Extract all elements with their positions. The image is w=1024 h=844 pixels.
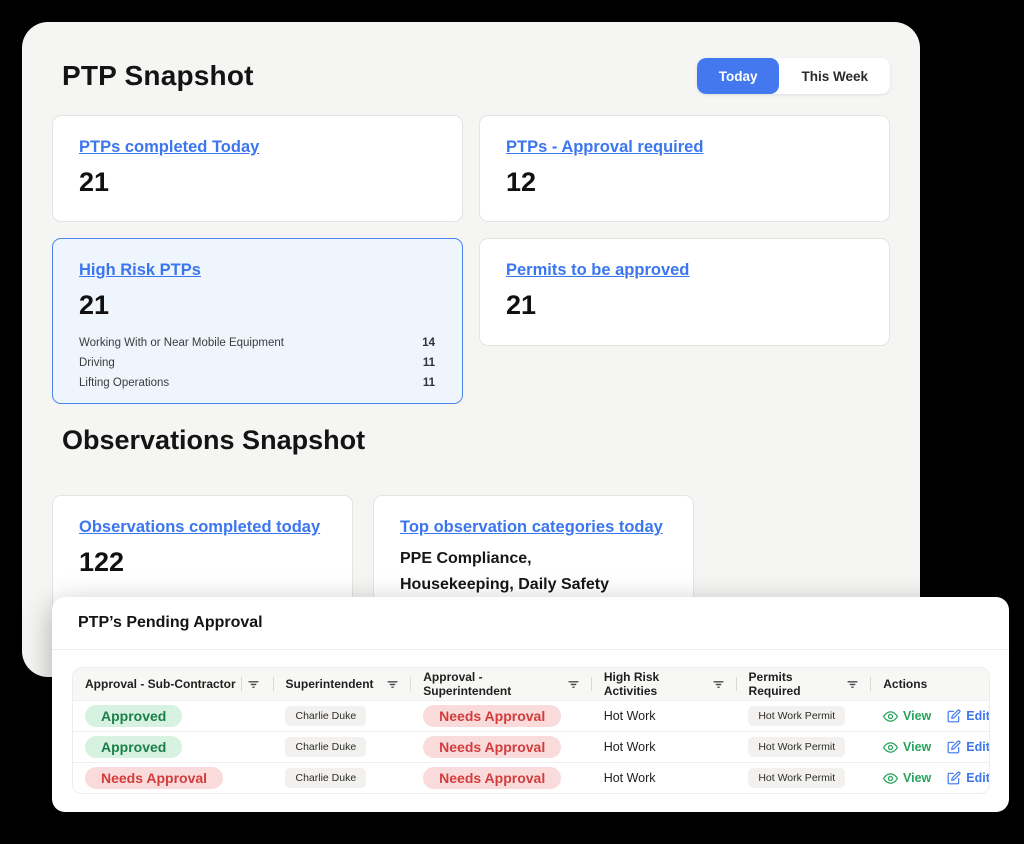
superintendent-pill: Charlie Duke (285, 737, 367, 757)
superintendent-pill: Charlie Duke (285, 768, 367, 788)
column-label: Actions (883, 677, 928, 691)
dashboard-panel: PTP Snapshot Today This Week PTPs comple… (22, 22, 920, 677)
top-categories-line-2: Housekeeping, Daily Safety (400, 576, 609, 593)
edit-label: Edit (966, 740, 990, 754)
breakdown-item-count: 14 (422, 337, 435, 349)
pending-approval-table: Approval - Sub-Contractor Superintendent… (72, 667, 990, 794)
column-header-superintendent: Superintendent (274, 668, 412, 700)
view-label: View (903, 709, 932, 723)
page-title: PTP Snapshot (62, 60, 254, 91)
permits-to-approve-value: 21 (506, 290, 537, 320)
edit-pencil-icon (947, 740, 961, 754)
filter-icon[interactable] (712, 678, 725, 691)
table-row: Approved Charlie Duke Needs Approval Hot… (73, 700, 989, 731)
breakdown-item-name: Driving (79, 357, 115, 369)
breakdown-item-name: Working With or Near Mobile Equipment (79, 337, 284, 349)
high-risk-activity-text: Hot Work (603, 771, 656, 785)
observations-section-title: Observations Snapshot (62, 425, 366, 455)
toggle-this-week-button[interactable]: This Week (779, 58, 890, 94)
ptps-completed-link[interactable]: PTPs completed Today (79, 138, 260, 156)
observations-completed-value: 122 (79, 547, 125, 577)
edit-pencil-icon (947, 709, 961, 723)
card-ptps-approval-required: PTPs - Approval required 12 (479, 115, 890, 222)
breakdown-item-name: Lifting Operations (79, 377, 170, 389)
breakdown-item: Lifting Operations 11 (79, 373, 435, 393)
column-label: Approval - Superintendent (423, 670, 512, 698)
column-label: Approval - Sub-Contractor (85, 677, 236, 691)
breakdown-item: Driving 11 (79, 353, 435, 373)
header-divider (240, 677, 242, 691)
eye-icon (883, 772, 898, 784)
top-categories-line-1: PPE Compliance, (400, 550, 532, 567)
high-risk-activity-text: Hot Work (603, 740, 656, 754)
approval-super-status-badge: Needs Approval (423, 705, 562, 727)
column-label: Permits Required (748, 670, 801, 698)
table-row: Needs Approval Charlie Duke Needs Approv… (73, 762, 989, 793)
eye-icon (883, 710, 898, 722)
approval-sub-status-badge: Approved (85, 736, 183, 758)
approval-sub-status-badge: Approved (85, 705, 183, 727)
breakdown-item-count: 11 (422, 357, 435, 369)
dashboard-header: PTP Snapshot Today This Week (62, 58, 890, 94)
superintendent-pill: Charlie Duke (285, 706, 367, 726)
approval-super-status-badge: Needs Approval (423, 767, 562, 789)
ptps-approval-required-link[interactable]: PTPs - Approval required (506, 138, 704, 156)
view-label: View (903, 771, 932, 785)
pending-approval-header: PTP’s Pending Approval (52, 597, 1009, 650)
permits-to-approve-link[interactable]: Permits to be approved (506, 261, 690, 279)
ptps-completed-value: 21 (79, 167, 110, 197)
toggle-today-button[interactable]: Today (696, 58, 780, 94)
table-header-row: Approval - Sub-Contractor Superintendent… (73, 668, 989, 700)
time-range-toggle: Today This Week (696, 58, 890, 94)
filter-icon[interactable] (567, 678, 580, 691)
top-observation-categories-text: PPE Compliance, Housekeeping, Daily Safe… (400, 546, 667, 598)
card-ptps-completed: PTPs completed Today 21 (52, 115, 463, 222)
filter-icon[interactable] (386, 678, 399, 691)
high-risk-breakdown: Working With or Near Mobile Equipment 14… (79, 333, 436, 393)
high-risk-activity-text: Hot Work (603, 709, 656, 723)
eye-icon (883, 741, 898, 753)
card-high-risk-ptps: High Risk PTPs 21 Working With or Near M… (52, 238, 463, 404)
view-label: View (903, 740, 932, 754)
view-button[interactable]: View (883, 771, 931, 786)
edit-button[interactable]: Edit (947, 709, 990, 723)
column-header-approval-sub-contractor: Approval - Sub-Contractor (73, 668, 274, 700)
permit-pill: Hot Work Permit (748, 737, 846, 757)
view-button[interactable]: View (883, 709, 931, 724)
view-button[interactable]: View (883, 740, 931, 755)
column-header-approval-superintendent: Approval - Superintendent (411, 668, 592, 700)
filter-icon[interactable] (846, 678, 859, 691)
approval-sub-status-badge: Needs Approval (85, 767, 224, 789)
approval-super-status-badge: Needs Approval (423, 736, 562, 758)
column-label: High Risk Activities (603, 670, 660, 698)
breakdown-item: Working With or Near Mobile Equipment 14 (79, 333, 435, 353)
observations-completed-link[interactable]: Observations completed today (79, 518, 321, 536)
filter-icon[interactable] (247, 678, 260, 691)
table-row: Approved Charlie Duke Needs Approval Hot… (73, 731, 989, 762)
column-header-permits-required: Permits Required (737, 668, 872, 700)
edit-label: Edit (966, 771, 990, 785)
breakdown-item-count: 11 (422, 377, 435, 389)
top-observation-categories-link[interactable]: Top observation categories today (400, 518, 663, 536)
edit-button[interactable]: Edit (947, 771, 990, 785)
edit-button[interactable]: Edit (947, 740, 990, 754)
column-label: Superintendent (285, 677, 374, 691)
high-risk-ptps-value: 21 (79, 290, 110, 320)
permit-pill: Hot Work Permit (748, 706, 846, 726)
pending-approval-panel: PTP’s Pending Approval Approval - Sub-Co… (52, 597, 1009, 812)
ptps-approval-required-value: 12 (506, 167, 537, 197)
column-header-actions: Actions (871, 668, 989, 700)
high-risk-ptps-link[interactable]: High Risk PTPs (79, 261, 201, 279)
permit-pill: Hot Work Permit (748, 768, 846, 788)
edit-pencil-icon (947, 771, 961, 785)
column-header-high-risk-activities: High Risk Activities (592, 668, 737, 700)
pending-approval-title: PTP’s Pending Approval (78, 614, 263, 631)
card-permits-to-approve: Permits to be approved 21 (479, 238, 890, 346)
ptp-cards-area: PTPs completed Today 21 PTPs - Approval … (52, 115, 890, 404)
edit-label: Edit (966, 709, 990, 723)
